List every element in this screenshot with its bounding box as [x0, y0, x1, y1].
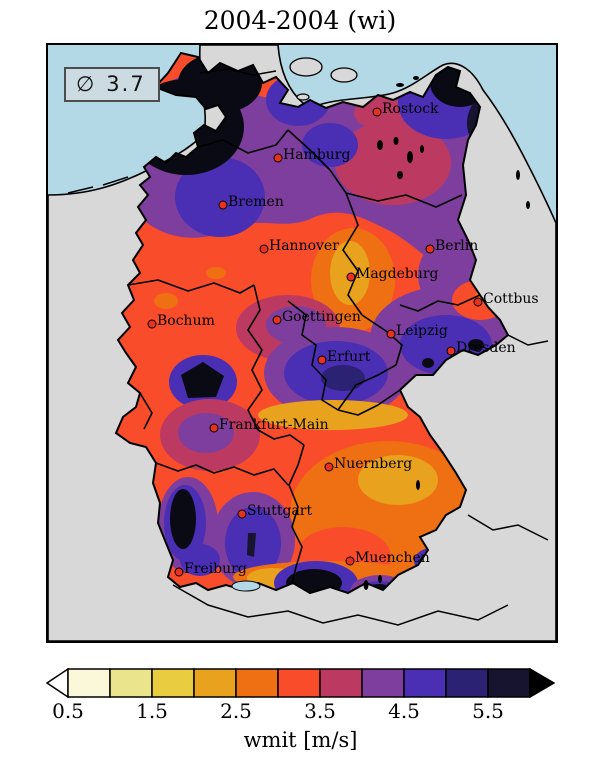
city-label: Bochum [157, 313, 215, 329]
city-label: Bremen [228, 194, 284, 210]
mean-symbol: ∅ [76, 72, 97, 96]
colorbar-svg [45, 667, 556, 699]
city-marker [259, 244, 269, 254]
colorbar-segment-3 [193, 668, 237, 698]
colorbar-segment-10 [487, 668, 531, 698]
city-marker [345, 556, 355, 566]
island [330, 67, 358, 83]
city-marker [473, 297, 483, 307]
city-marker [346, 272, 356, 282]
colorbar-tick-5.5: 5.5 [472, 699, 504, 723]
colorbar-segment-4 [235, 668, 279, 698]
colorbar-tick-2.5: 2.5 [220, 699, 252, 723]
city-marker [209, 423, 219, 433]
island [289, 57, 323, 77]
city-marker [317, 355, 327, 365]
germany-outline [114, 51, 510, 595]
colorbar-segment-1 [109, 668, 153, 698]
city-label: Freiburg [184, 561, 247, 577]
city-marker [237, 509, 247, 519]
city-marker [324, 462, 334, 472]
city-label: Hamburg [283, 147, 351, 163]
colorbar-segment-7 [361, 668, 405, 698]
city-label: Cottbus [483, 291, 539, 307]
city-label: Rostock [382, 101, 439, 117]
city-marker [147, 319, 157, 329]
city-marker [425, 244, 435, 254]
colorbar-tick-3.5: 3.5 [304, 699, 336, 723]
colorbar-under-arrow [45, 667, 69, 699]
city-marker [386, 329, 396, 339]
city-marker [218, 200, 228, 210]
city-label: Berlin [435, 238, 479, 254]
colorbar-label: wmit [m/s] [243, 728, 358, 752]
city-marker [174, 567, 184, 577]
city-marker [273, 153, 283, 163]
colorbar-tick-1.5: 1.5 [136, 699, 168, 723]
mean-badge: ∅ 3.7 [64, 67, 160, 102]
city-marker [272, 315, 282, 325]
map-axes: ∅ 3.7 Rostock Hamburg Bremen Hannover Berlin M… [46, 43, 558, 643]
lake-constance [231, 580, 261, 592]
foreign-borders [67, 68, 549, 626]
colorbar-ticks: 0.5 1.5 2.5 3.5 4.5 5.5 [46, 699, 555, 725]
city-label: Frankfurt-Main [219, 417, 329, 433]
city-label: Dresden [456, 340, 516, 356]
figure-title: 2004-2004 (wi) [203, 6, 397, 35]
city-label: Magdeburg [356, 266, 439, 282]
colorbar-segment-0 [67, 668, 111, 698]
city-marker [446, 346, 456, 356]
island [296, 93, 310, 101]
city-label: Stuttgart [247, 503, 313, 519]
colorbar-tick-0.5: 0.5 [52, 699, 84, 723]
city-label: Hannover [269, 238, 339, 254]
mean-value: 3.7 [106, 72, 146, 96]
city-label: Goettingen [282, 309, 361, 325]
colorbar-segment-6 [319, 668, 363, 698]
colorbar-segment-5 [277, 668, 321, 698]
colorbar-segment-8 [403, 668, 447, 698]
colorbar-tick-4.5: 4.5 [388, 699, 420, 723]
city-label: Nuernberg [334, 456, 413, 472]
state-borders [127, 129, 481, 584]
colorbar-over-arrow [529, 667, 556, 699]
city-label: Erfurt [327, 349, 371, 365]
lakes-and-islets [363, 76, 530, 590]
city-label: Muenchen [355, 550, 430, 566]
city-marker [372, 107, 382, 117]
colorbar-segment-9 [445, 668, 489, 698]
colorbar: 0.5 1.5 2.5 3.5 4.5 5.5 wmit [m/s] [45, 667, 556, 780]
colorbar-segment-2 [151, 668, 195, 698]
city-label: Leipzig [396, 323, 448, 339]
